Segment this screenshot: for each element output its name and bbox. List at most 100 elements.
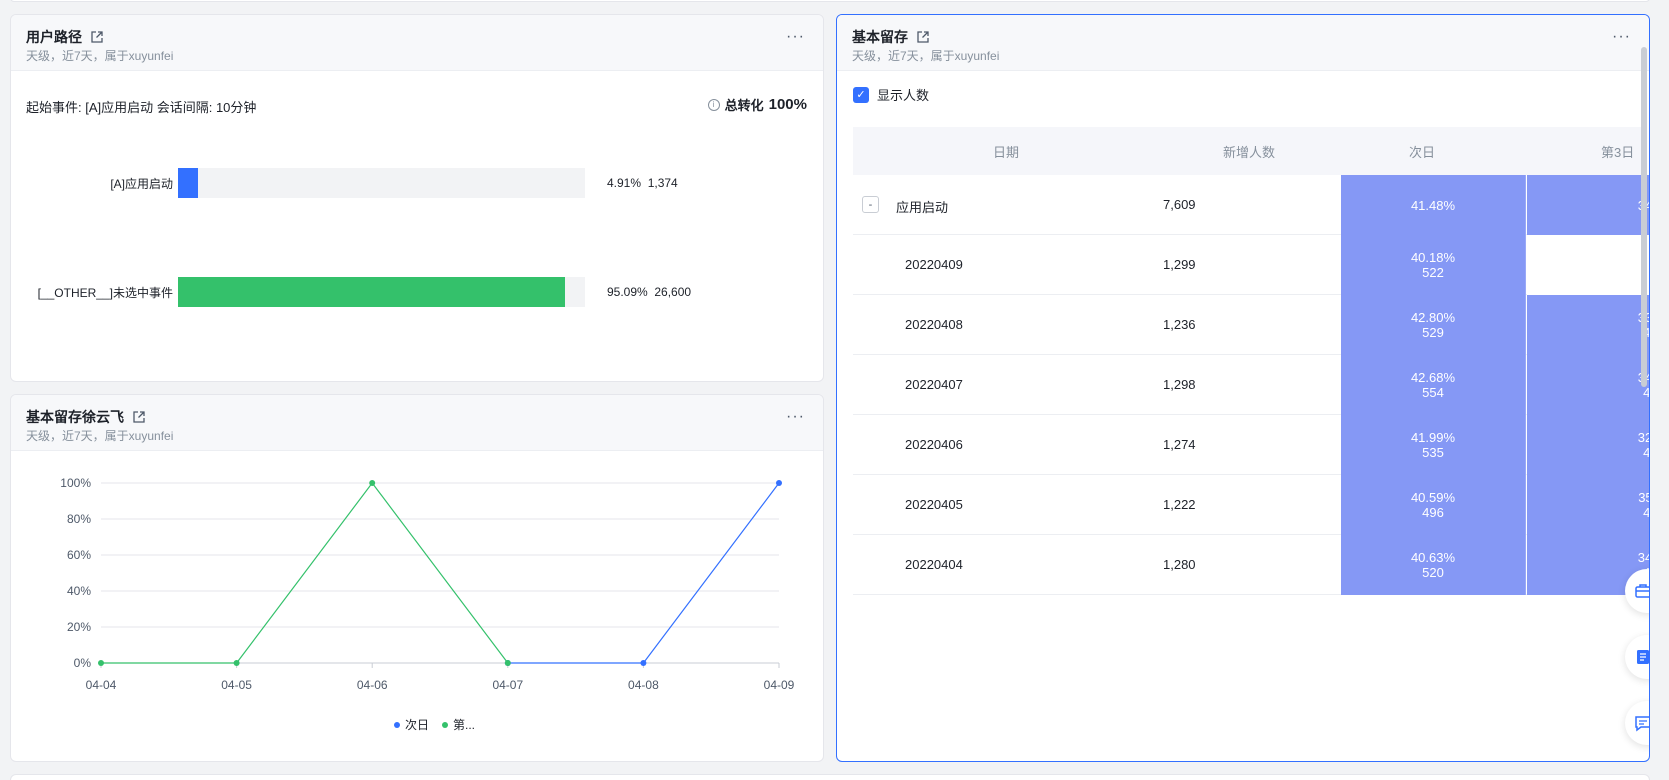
table-header: 日期 新增人数 次日 第3日 [853,127,1641,175]
day1-cell: 42.80% 529 [1341,295,1526,355]
header-date[interactable]: 日期 [993,145,1020,160]
retention-line-chart: 0% 20% 40% 60% 80% 100% 04-04 04-05 04-06 04-07 04… [60,476,795,732]
row-new-users: 1,298 [1163,377,1196,392]
summary-row: - 应用启动 7,609 41.48% 34.26 [853,175,1649,235]
more-options-icon[interactable]: ··· [786,408,805,425]
path-bar-fill [178,168,198,198]
external-link-icon[interactable] [916,30,930,44]
legend-marker [442,722,448,728]
more-options-icon[interactable]: ··· [786,28,805,45]
path-bar-fill [178,277,566,307]
path-event-label: [__OTHER__]未选中事件 [37,286,173,300]
data-point [776,480,782,486]
card-title: 基本留存 [852,27,930,47]
x-tick-label: 04-07 [492,678,523,692]
card-title: 用户路径 [26,27,104,47]
legend-label: 第... [453,718,475,732]
table-row[interactable]: 20220407 1,298 42.68%55434.67450 [853,355,1649,415]
row-date: 20220406 [905,437,963,452]
row-new-users: 1,236 [1163,317,1196,332]
y-tick-label: 100% [60,476,91,490]
top-card-edge [10,0,1650,2]
path-bar-track [178,277,585,307]
summary-new-users: 7,609 [1163,197,1196,212]
row-new-users: 1,299 [1163,257,1196,272]
row-date: 20220407 [905,377,963,392]
table-row[interactable]: 20220408 1,236 42.80%52933.98420 [853,295,1649,355]
message-icon[interactable] [1625,701,1649,745]
row-date: 20220405 [905,497,963,512]
external-link-icon[interactable] [90,30,104,44]
table-row[interactable]: 20220409 1,299 40.18%522- [853,235,1649,295]
legend-marker [394,722,400,728]
day3-cell: 34.67450 [1527,355,1649,415]
document-icon[interactable] [1625,635,1649,679]
path-row[interactable]: [__OTHER__]未选中事件 95.09% 26,600 [11,277,823,307]
day1-cell: 41.99% 535 [1341,415,1526,475]
data-point [369,480,376,486]
day3-cell: 32.89419 [1527,415,1649,475]
path-row[interactable]: [A]应用启动 4.91% 1,374 [11,168,823,198]
path-value: 4.91% 1,374 [607,176,678,190]
path-bar-track [178,168,585,198]
card-subtitle: 天级，近7天，属于xuyunfei [852,49,1000,63]
card-header: 基本留存徐云飞 天级，近7天，属于xuyunfei ··· [11,395,823,451]
table-row[interactable]: 20220405 1,222 40.59%49635.11429 [853,475,1649,535]
data-point [233,660,240,666]
collapse-toggle[interactable]: - [862,196,879,213]
x-tick-label: 04-09 [764,678,795,692]
row-date: 20220409 [905,257,963,272]
show-count-checkbox[interactable]: ✓ 显示人数 [853,85,929,104]
data-point [98,660,104,666]
x-tick-label: 04-06 [357,678,388,692]
series-line-0 [507,482,780,664]
data-point [504,660,511,666]
path-event-label: [A]应用启动 [110,177,173,191]
card-header: 基本留存 天级，近7天，属于xuyunfei ··· [837,15,1649,71]
x-tick-label: 04-08 [628,678,659,692]
x-tick-label: 04-04 [86,678,117,692]
summary-label: 应用启动 [896,200,949,215]
day1-cell: 40.18% 522 [1341,235,1526,295]
series-line-1 [101,482,509,664]
data-point [640,660,647,666]
day3-cell: 35.11429 [1527,475,1649,535]
y-tick-label: 80% [67,512,91,526]
external-link-icon[interactable] [132,410,146,424]
basic-retention-card: 基本留存 天级，近7天，属于xuyunfei ··· ✓ 显示人数 日期 新增人… [836,14,1650,762]
retention-chart-card: 基本留存徐云飞 天级，近7天，属于xuyunfei ··· 0% 20% 40% 60… [10,394,824,762]
y-tick-label: 40% [67,584,91,598]
path-value: 95.09% 26,600 [607,285,692,299]
card-title: 基本留存徐云飞 [26,407,146,427]
row-new-users: 1,280 [1163,557,1196,572]
header-day1[interactable]: 次日 [1409,145,1436,160]
bottom-card-edge [10,774,1650,780]
y-tick-label: 60% [67,548,91,562]
y-tick-label: 0% [74,656,92,670]
user-path-card: 用户路径 天级，近7天，属于xuyunfei ··· 起始事件: [A]应用启动… [10,14,824,382]
table-row[interactable]: 20220406 1,274 41.99%53532.89419 [853,415,1649,475]
retention-table: 日期 新增人数 次日 第3日 - 应用启动 7,609 41.48% 34.26… [853,127,1649,595]
day3-cell: 33.98420 [1527,295,1649,355]
day3-cell: - [1527,235,1649,295]
row-new-users: 1,274 [1163,437,1196,452]
row-date: 20220408 [905,317,963,332]
legend-label: 次日 [405,718,429,732]
summary-day1-cell: 41.48% [1341,175,1526,235]
path-config-info: 起始事件: [A]应用启动 会话间隔: 10分钟 [26,100,257,115]
card-subtitle: 天级，近7天，属于xuyunfei [26,429,174,443]
checkbox-checked-icon[interactable]: ✓ [853,86,869,103]
more-options-icon[interactable]: ··· [1612,28,1631,45]
summary-day3-cell: 34.26 [1527,175,1649,235]
header-new-users[interactable]: 新增人数 [1223,145,1276,160]
card-subtitle: 天级，近7天，属于xuyunfei [26,49,174,63]
header-day3[interactable]: 第3日 [1601,145,1635,160]
info-icon[interactable]: i [707,98,720,111]
day1-cell: 40.59% 496 [1341,475,1526,535]
vertical-scrollbar[interactable] [1641,47,1647,387]
card-header: 用户路径 天级，近7天，属于xuyunfei ··· [11,15,823,71]
day1-cell: 40.63% 520 [1341,535,1526,595]
day1-cell: 42.68% 554 [1341,355,1526,415]
x-tick-label: 04-05 [221,678,252,692]
